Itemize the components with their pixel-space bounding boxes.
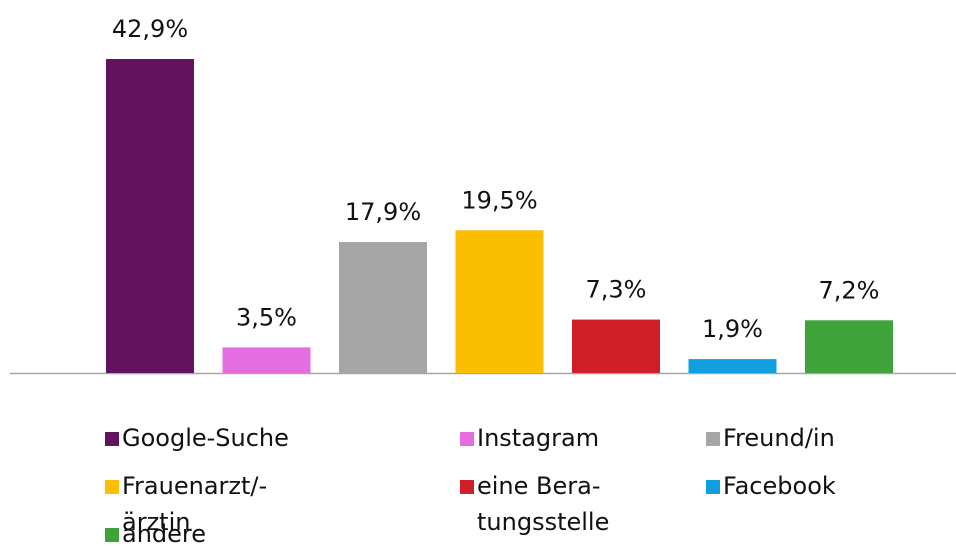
data-label: 19,5% — [461, 186, 537, 214]
legend-entry: Facebook — [706, 468, 893, 504]
data-label: 3,5% — [236, 303, 297, 331]
bar — [106, 59, 194, 373]
legend-swatch — [460, 480, 474, 494]
legend-label: eine Bera-tungsstelle — [477, 472, 610, 536]
data-label: 42,9% — [112, 15, 188, 43]
legend-swatch — [706, 432, 720, 446]
legend-label: andere — [122, 520, 207, 547]
legend-swatch — [105, 528, 119, 542]
legend-entry: Frauenarzt/-ärztin — [105, 468, 292, 540]
bar — [805, 320, 893, 373]
legend-label: Facebook — [723, 472, 836, 500]
bar — [455, 230, 544, 373]
legend-swatch — [706, 480, 720, 494]
legend-entry: Google-Suche — [105, 420, 292, 456]
legend-entry: Freund/in — [706, 420, 893, 456]
legend-label: Frauenarzt/-ärztin — [122, 472, 268, 536]
legend-swatch — [460, 432, 474, 446]
legend-swatch — [105, 480, 119, 494]
legend-entry: Instagram — [460, 420, 647, 456]
legend-entry: eine Bera-tungsstelle — [460, 468, 647, 540]
bar — [688, 359, 777, 373]
legend-label: Freund/in — [723, 424, 835, 452]
data-label: 7,3% — [586, 276, 647, 304]
legend-swatch — [105, 432, 119, 446]
bar — [222, 347, 311, 373]
legend-entry: andere — [105, 516, 292, 547]
data-label: 1,9% — [702, 315, 763, 343]
bar — [572, 319, 660, 373]
legend-label: Google-Suche — [122, 424, 289, 452]
bar — [339, 241, 427, 373]
data-label: 7,2% — [819, 276, 880, 304]
data-label: 17,9% — [345, 198, 421, 226]
legend-label: Instagram — [477, 424, 600, 452]
